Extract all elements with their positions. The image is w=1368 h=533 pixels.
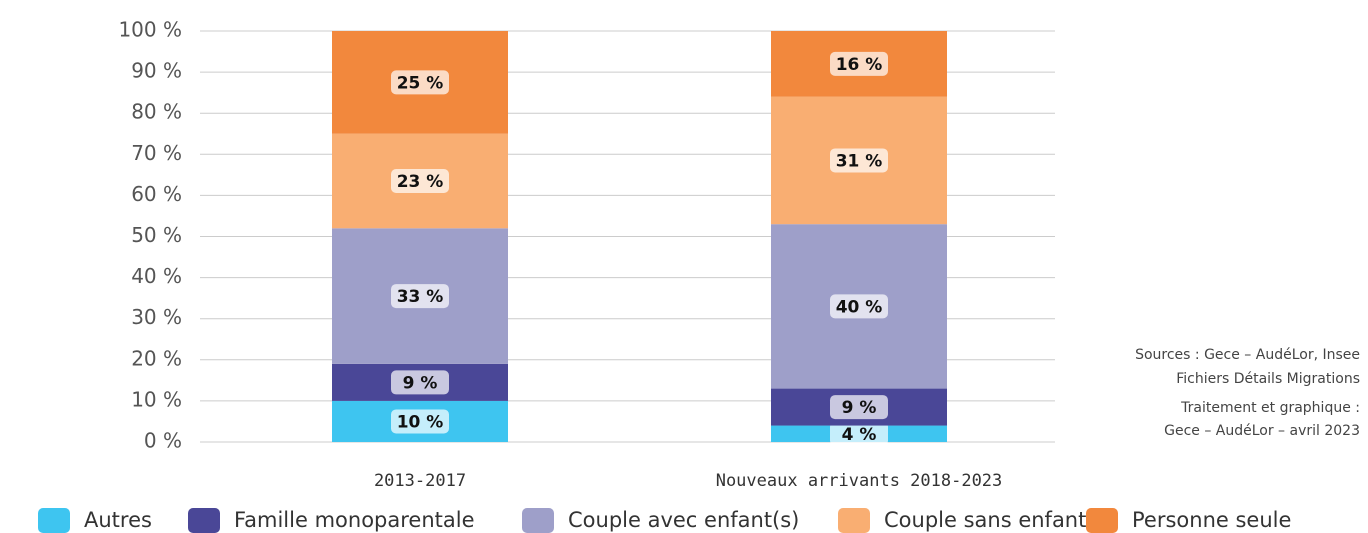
legend-label: Couple avec enfant(s) [568, 508, 799, 532]
y-tick-label: 30 % [131, 305, 182, 329]
y-tick-label: 60 % [131, 182, 182, 206]
value-label-box [391, 284, 449, 309]
source-note: Traitement et graphique : [1180, 400, 1360, 416]
legend-label: Couple sans enfant [884, 508, 1086, 532]
x-tick-label: Nouveaux arrivants 2018-2023 [716, 471, 1003, 491]
value-label-box [830, 395, 888, 420]
value-label-box [830, 148, 888, 173]
source-note: Gece – AudéLor – avril 2023 [1164, 423, 1360, 439]
value-label-box [391, 70, 449, 95]
value-label: 25 % [397, 73, 444, 93]
y-tick-label: 40 % [131, 264, 182, 288]
value-label-box [391, 370, 449, 395]
value-label-box [830, 421, 888, 446]
legend-swatch [1086, 508, 1118, 533]
value-label-box [391, 409, 449, 434]
y-tick-label: 70 % [131, 141, 182, 165]
x-tick-label: 2013-2017 [374, 471, 466, 491]
value-label: 9 % [842, 398, 877, 418]
legend-swatch [838, 508, 870, 533]
value-label-box [830, 294, 888, 319]
value-label: 40 % [836, 297, 883, 317]
value-label: 33 % [397, 287, 444, 307]
source-note: Sources : Gece – AudéLor, Insee [1135, 347, 1360, 363]
value-label: 4 % [842, 425, 877, 445]
y-tick-label: 10 % [131, 387, 182, 411]
y-tick-label: 80 % [131, 100, 182, 124]
value-label: 9 % [403, 373, 438, 393]
y-tick-label: 90 % [131, 59, 182, 83]
value-label-box [391, 169, 449, 194]
legend-swatch [188, 508, 220, 533]
value-label-box [830, 51, 888, 76]
value-label: 10 % [397, 412, 444, 432]
value-label: 31 % [836, 151, 883, 171]
y-tick-label: 20 % [131, 346, 182, 370]
legend-swatch [38, 508, 70, 533]
legend-label: Personne seule [1132, 508, 1291, 532]
value-label: 23 % [397, 172, 444, 192]
legend-label: Autres [84, 508, 152, 532]
source-note: Fichiers Détails Migrations [1176, 371, 1360, 387]
legend-label: Famille monoparentale [234, 508, 475, 532]
legend-swatch [522, 508, 554, 533]
y-tick-label: 0 % [144, 429, 182, 453]
value-label: 16 % [836, 55, 883, 75]
y-tick-label: 100 % [118, 18, 182, 42]
y-tick-label: 50 % [131, 223, 182, 247]
